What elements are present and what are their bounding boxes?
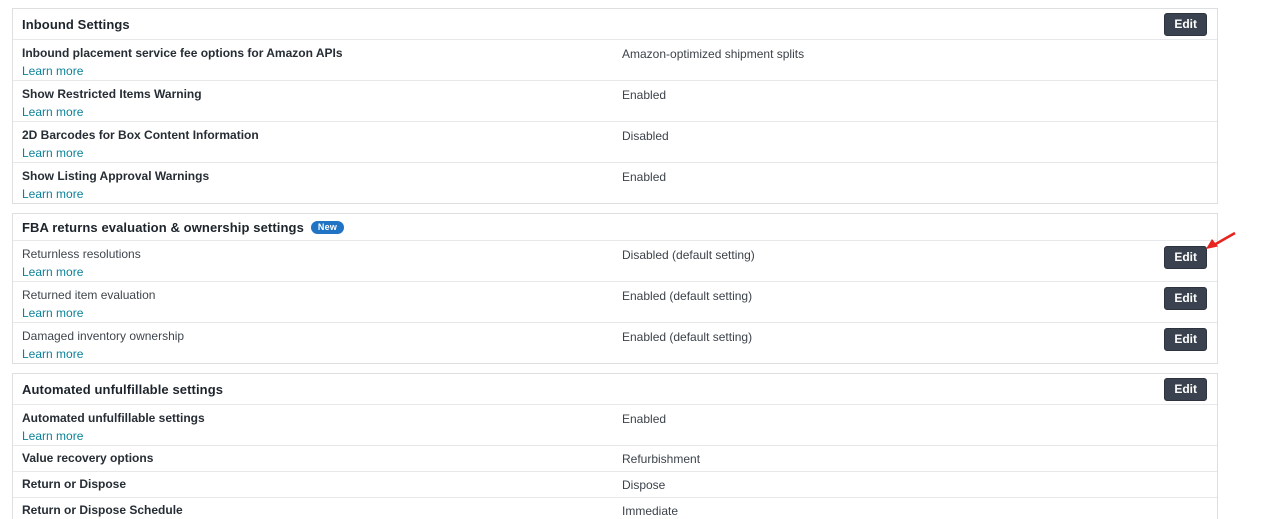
setting-value: Disabled (default setting)	[622, 248, 755, 262]
setting-row-listing-approval: Show Listing Approval Warnings Learn mor…	[13, 163, 1217, 203]
setting-row-inbound-placement: Inbound placement service fee options fo…	[13, 40, 1217, 81]
new-badge: New	[310, 220, 345, 234]
setting-row-returned-item-evaluation: Returned item evaluation Learn more Enab…	[13, 282, 1217, 323]
panel-header-inbound: Inbound Settings Edit	[13, 9, 1217, 40]
setting-row-return-or-dispose-schedule: Return or Dispose Schedule Immediate	[13, 498, 1217, 519]
edit-inbound-settings-button[interactable]: Edit	[1164, 12, 1207, 36]
setting-value: Enabled	[622, 88, 667, 102]
section-title-fba-returns: FBA returns evaluation & ownership setti…	[22, 219, 304, 235]
setting-row-return-or-dispose: Return or Dispose Dispose	[13, 472, 1217, 498]
setting-row-damaged-inventory-ownership: Damaged inventory ownership Learn more E…	[13, 323, 1217, 363]
panel-inbound-settings: Inbound Settings Edit Inbound placement …	[12, 8, 1218, 204]
setting-value: Enabled (default setting)	[622, 330, 753, 344]
edit-returned-item-evaluation-button[interactable]: Edit	[1164, 287, 1207, 310]
setting-value: Immediate	[622, 504, 679, 518]
learn-more-link[interactable]: Learn more	[22, 265, 84, 279]
edit-returnless-resolutions-button[interactable]: Edit	[1164, 246, 1207, 269]
setting-row-returnless-resolutions: Returnless resolutions Learn more Disabl…	[13, 241, 1217, 282]
setting-row-2d-barcodes: 2D Barcodes for Box Content Information …	[13, 122, 1217, 163]
section-title-inbound: Inbound Settings	[22, 16, 130, 32]
edit-automated-unfulfillable-button[interactable]: Edit	[1164, 377, 1207, 401]
setting-label: Returned item evaluation	[22, 288, 156, 302]
learn-more-link[interactable]: Learn more	[22, 187, 84, 201]
learn-more-link[interactable]: Learn more	[22, 429, 84, 443]
setting-label: Inbound placement service fee options fo…	[22, 46, 343, 60]
setting-label: Show Restricted Items Warning	[22, 87, 202, 101]
setting-row-value-recovery: Value recovery options Refurbishment	[13, 446, 1217, 472]
setting-value: Enabled	[622, 170, 667, 184]
setting-label: 2D Barcodes for Box Content Information	[22, 128, 259, 142]
learn-more-link[interactable]: Learn more	[22, 146, 84, 160]
setting-label: Show Listing Approval Warnings	[22, 169, 210, 183]
panel-header-automated-unfulfillable: Automated unfulfillable settings Edit	[13, 374, 1217, 405]
setting-row-restricted-items: Show Restricted Items Warning Learn more…	[13, 81, 1217, 122]
setting-value: Disabled	[622, 129, 669, 143]
setting-label: Return or Dispose Schedule	[22, 503, 183, 517]
panel-fba-returns-settings: FBA returns evaluation & ownership setti…	[12, 213, 1218, 364]
learn-more-link[interactable]: Learn more	[22, 105, 84, 119]
setting-value: Dispose	[622, 478, 666, 492]
section-title-automated-unfulfillable: Automated unfulfillable settings	[22, 381, 224, 397]
learn-more-link[interactable]: Learn more	[22, 306, 84, 320]
learn-more-link[interactable]: Learn more	[22, 347, 84, 361]
panel-automated-unfulfillable: Automated unfulfillable settings Edit Au…	[12, 373, 1218, 519]
setting-label: Returnless resolutions	[22, 247, 141, 261]
setting-label: Automated unfulfillable settings	[22, 411, 205, 425]
setting-row-automated-unfulfillable: Automated unfulfillable settings Learn m…	[13, 405, 1217, 446]
setting-value: Refurbishment	[622, 452, 701, 466]
setting-value: Amazon-optimized shipment splits	[622, 47, 805, 61]
setting-value: Enabled	[622, 412, 667, 426]
edit-damaged-inventory-ownership-button[interactable]: Edit	[1164, 328, 1207, 351]
setting-label: Return or Dispose	[22, 477, 127, 491]
setting-label: Damaged inventory ownership	[22, 329, 185, 343]
learn-more-link[interactable]: Learn more	[22, 64, 84, 78]
panel-header-fba-returns: FBA returns evaluation & ownership setti…	[13, 214, 1217, 241]
setting-label: Value recovery options	[22, 451, 154, 465]
setting-value: Enabled (default setting)	[622, 289, 753, 303]
